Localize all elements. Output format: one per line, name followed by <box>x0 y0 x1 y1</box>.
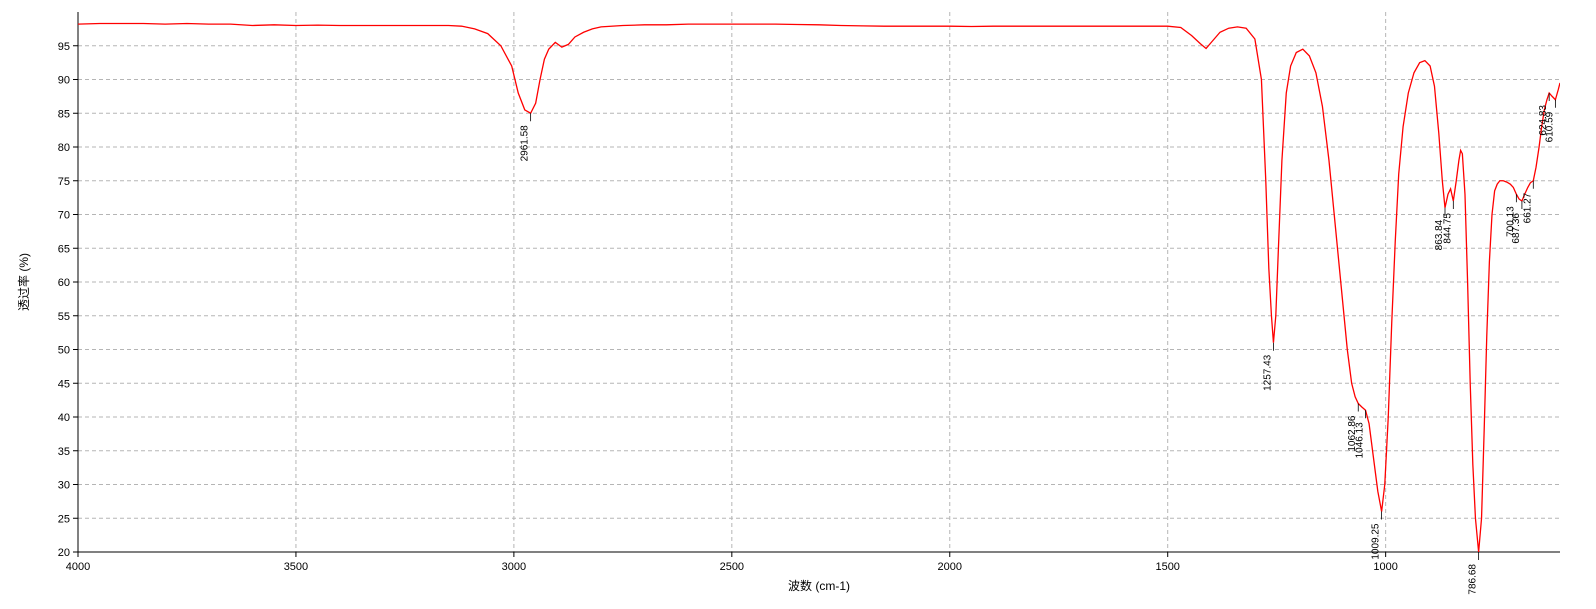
y-tick-label: 35 <box>58 446 70 458</box>
x-axis-label: 波数 (cm-1) <box>788 578 850 593</box>
x-tick-label: 4000 <box>66 561 90 573</box>
y-tick-label: 95 <box>58 41 70 53</box>
y-tick-label: 50 <box>58 345 70 357</box>
y-tick-label: 40 <box>58 412 70 424</box>
y-tick-label: 70 <box>58 210 70 222</box>
peak-label: 687.36 <box>1511 213 1522 244</box>
plot-bg <box>0 0 1596 609</box>
peak-label: 844.75 <box>1442 213 1453 244</box>
y-tick-label: 55 <box>58 311 70 323</box>
peak-label: 1046.13 <box>1355 422 1366 459</box>
y-tick-label: 80 <box>58 142 70 154</box>
x-tick-label: 1000 <box>1373 561 1397 573</box>
peak-label: 661.27 <box>1522 192 1533 223</box>
peak-label: 1257.43 <box>1262 354 1273 391</box>
ir-spectrum-chart: 20 25 30 35 40 45 50 55 60 65 70 75 80 85 90 95 4000 3500… <box>0 0 1596 609</box>
y-tick-label: 65 <box>58 243 70 255</box>
peak-label: 1009.25 <box>1371 523 1382 560</box>
y-tick-label: 30 <box>58 480 70 492</box>
y-tick-label: 90 <box>58 75 70 87</box>
y-tick-label: 25 <box>58 513 70 525</box>
y-tick-label: 75 <box>58 176 70 188</box>
x-tick-label: 3000 <box>502 561 526 573</box>
x-tick-label: 1500 <box>1155 561 1179 573</box>
peak-label: 786.68 <box>1468 564 1479 595</box>
x-tick-label: 2500 <box>720 561 744 573</box>
x-tick-label: 2000 <box>938 561 962 573</box>
y-axis-label: 透过率 (%) <box>16 253 31 311</box>
peak-label: 2961.58 <box>520 125 531 162</box>
y-tick-label: 85 <box>58 108 70 120</box>
y-tick-label: 20 <box>58 547 70 559</box>
x-tick-label: 3500 <box>284 561 308 573</box>
peak-label: 610.59 <box>1544 111 1555 142</box>
y-tick-label: 45 <box>58 378 70 390</box>
y-tick-label: 60 <box>58 277 70 289</box>
chart-svg: 20 25 30 35 40 45 50 55 60 65 70 75 80 85 90 95 4000 3500… <box>0 0 1596 609</box>
